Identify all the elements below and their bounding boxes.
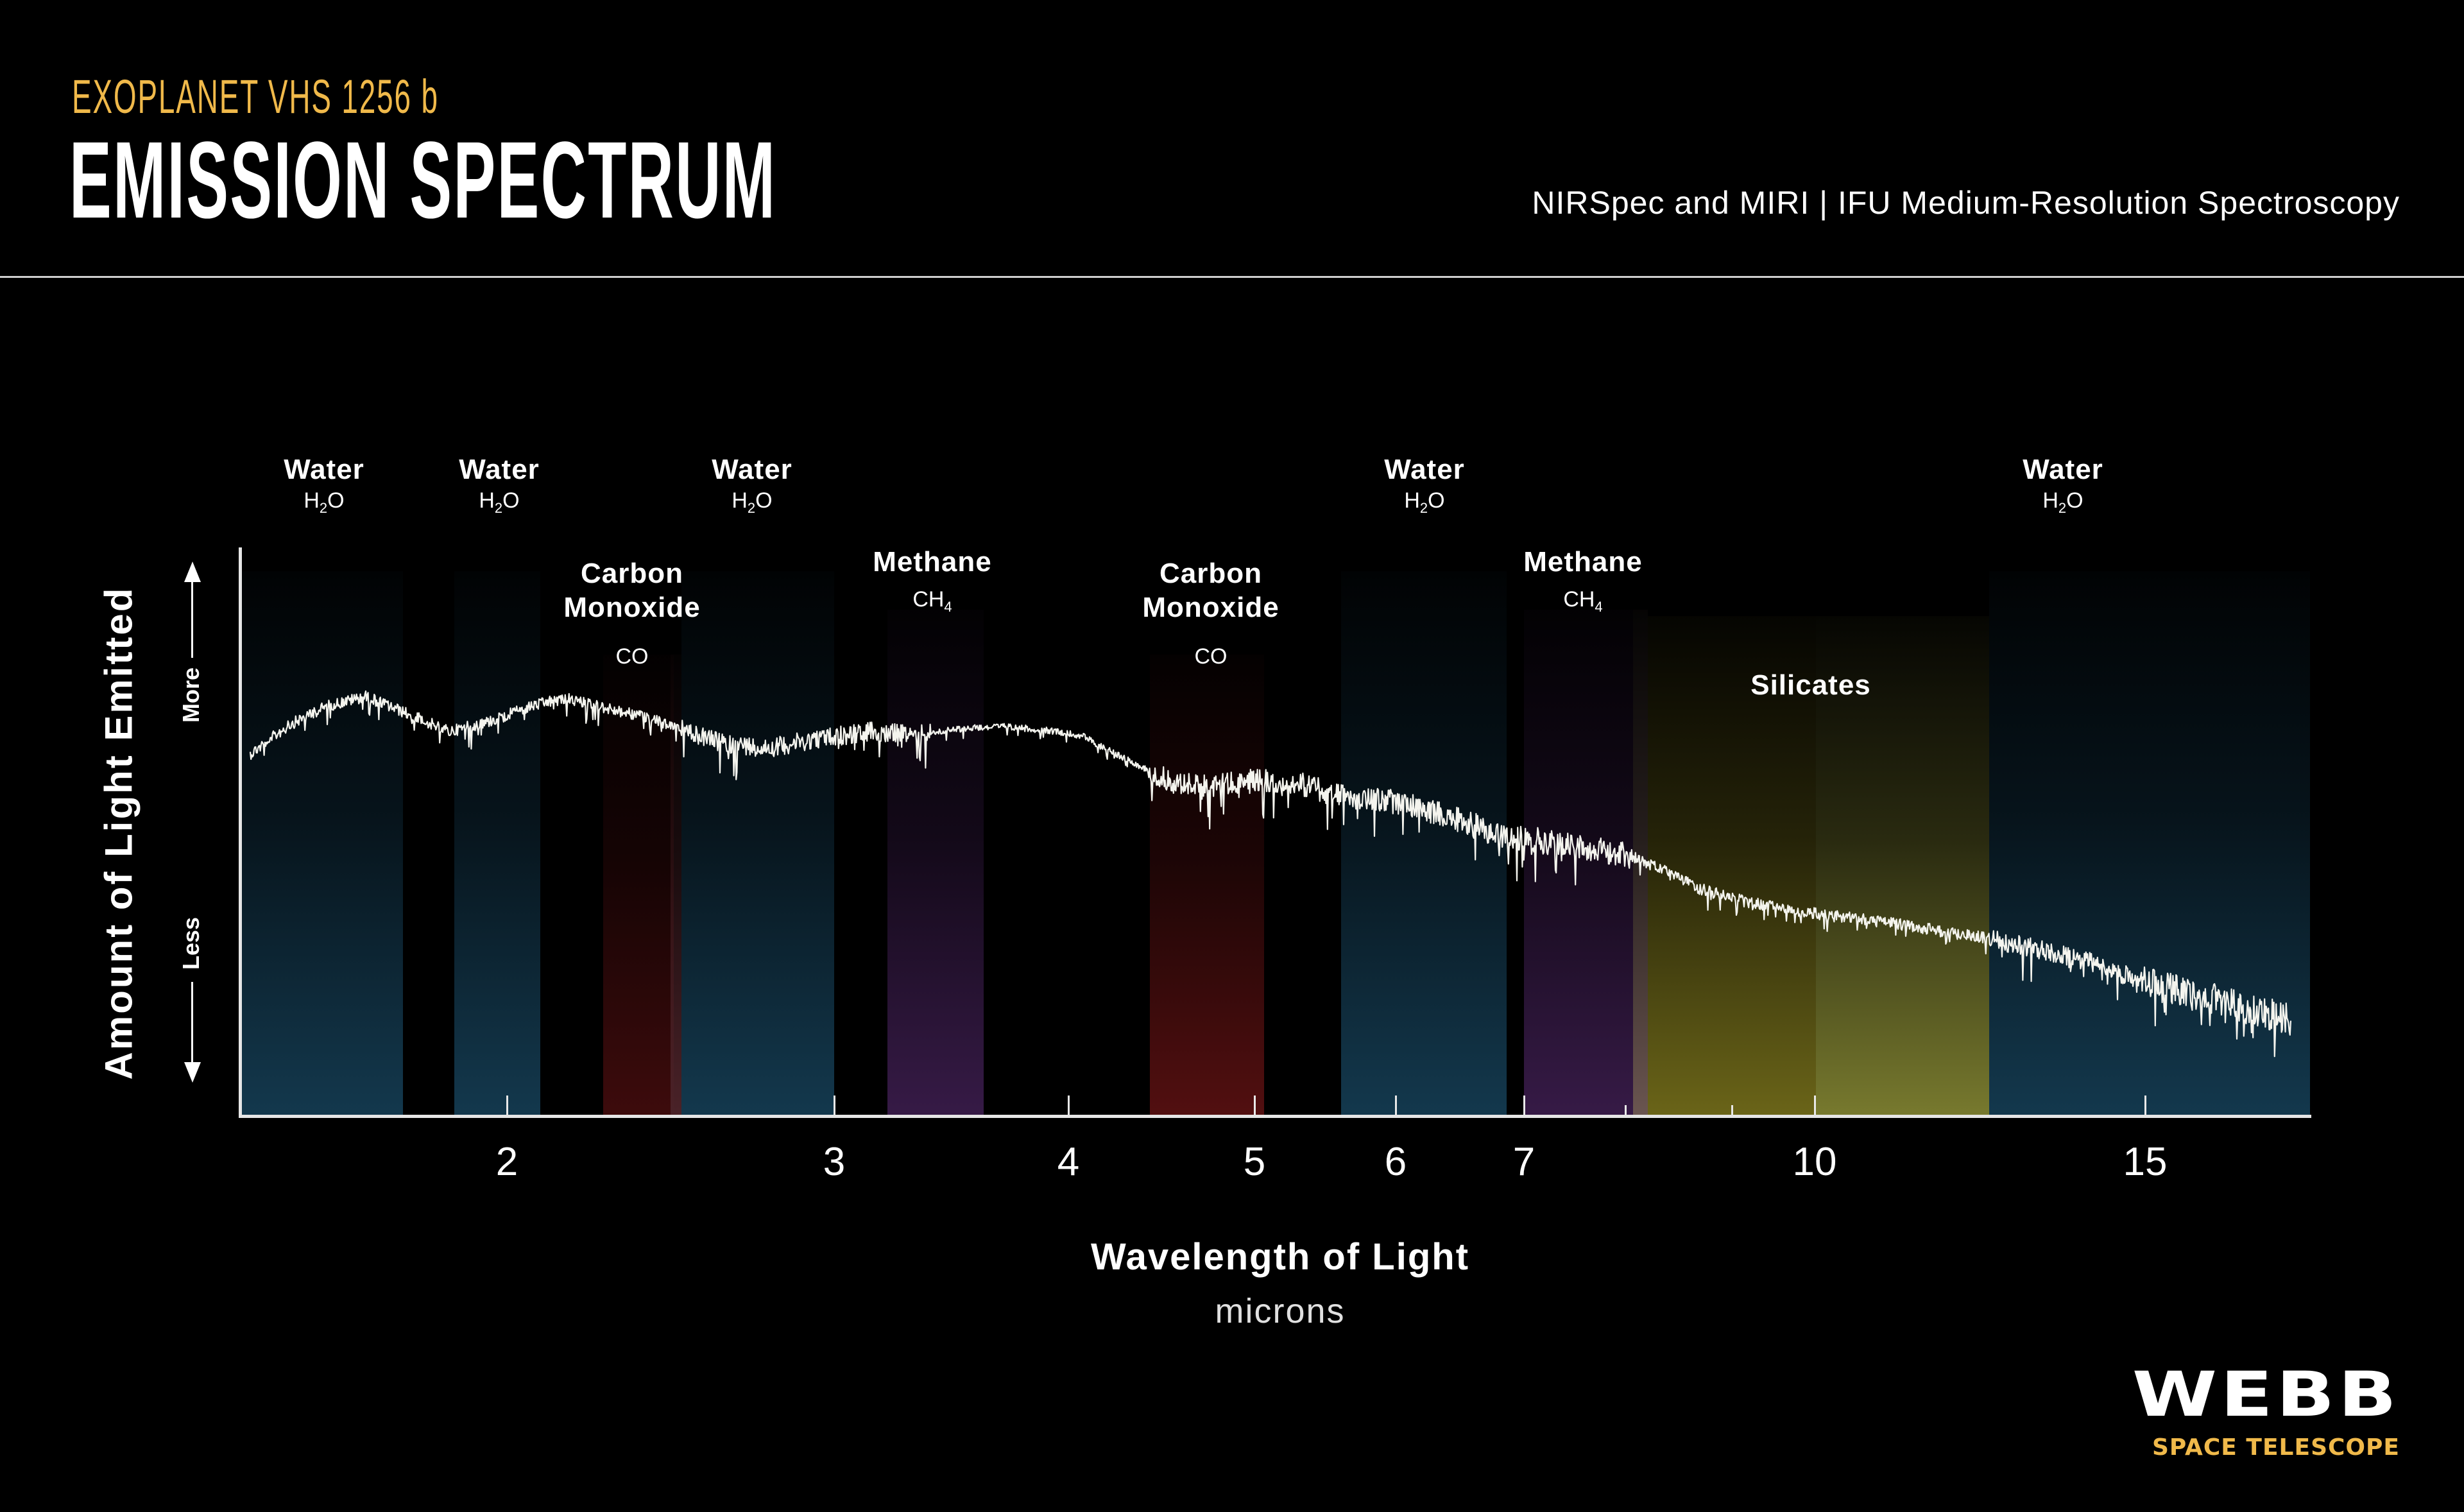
x-tick [506,1095,508,1115]
molecule-formula: CO [1194,644,1228,669]
band-water4 [1341,571,1507,1115]
molecule-label: Silicates [1750,669,1871,701]
x-tick-label: 3 [823,1140,846,1184]
molecule-label: Water [712,454,792,485]
molecule-label: Methane [873,546,992,578]
molecule-label: Methane [1523,546,1643,578]
arrow-down-shaft [191,982,193,1065]
band-water3 [681,571,834,1115]
header-divider [0,276,2464,278]
molecule-label: Carbon Monoxide [563,558,701,623]
band-co1b [671,655,681,1115]
molecule-formula: H2O [732,488,773,516]
chart-subtitle: EXOPLANET VHS 1256 b [72,70,439,123]
band-water5 [1989,571,2310,1115]
x-tick-label: 6 [1384,1140,1407,1184]
x-tick [1523,1095,1525,1115]
arrow-up-shaft [191,581,193,658]
y-axis-label: Amount of Light Emitted [97,586,141,1080]
band-methane1 [887,610,984,1115]
x-tick-label: 10 [1792,1140,1837,1184]
molecule-formula: H2O [2042,488,2083,516]
arrow-down-icon [184,1062,201,1083]
molecule-formula: CH4 [1563,587,1603,615]
y-axis-line [239,547,242,1118]
molecule-formula: CO [615,644,649,669]
molecule-formula: H2O [479,488,520,516]
x-tick [1254,1095,1256,1115]
x-axis-label: Wavelength of Light [1090,1236,1470,1278]
band-co2 [1150,655,1264,1115]
x-tick-label: 7 [1512,1140,1536,1184]
webb-logo: WEBB SPACE TELESCOPE [2132,1364,2400,1461]
y-less-label: Less [178,916,204,970]
molecule-label: Carbon Monoxide [1142,558,1279,623]
molecule-label: Water [2023,454,2103,485]
x-axis-units: microns [1215,1292,1346,1330]
band-sil1 [1648,616,1816,1115]
x-tick [1814,1095,1816,1115]
molecule-formula: H2O [304,488,345,516]
molecule-formula: H2O [1404,488,1445,516]
x-tick-label: 2 [495,1140,518,1184]
molecule-label: Water [284,454,364,485]
instrument-caption: NIRSpec and MIRI | IFU Medium-Resolution… [1532,185,2400,221]
y-more-label: More [178,667,204,723]
x-tick-label: 5 [1243,1140,1266,1184]
arrow-up-icon [184,562,201,582]
x-tick [1395,1095,1397,1115]
molecule-label: Water [459,454,540,485]
band-water2 [454,571,540,1115]
x-tick [834,1095,835,1115]
spectrum-path [249,690,2292,1058]
x-tick-label: 15 [2123,1140,2168,1184]
x-minor-tick [1731,1105,1733,1115]
molecule-label: Water [1384,454,1465,485]
molecule-formula: CH4 [912,587,952,615]
x-tick [1068,1095,1070,1115]
x-axis-line [239,1115,2311,1118]
x-tick [2144,1095,2146,1115]
logo-subtitle: SPACE TELESCOPE [2152,1434,2400,1461]
chart-title: EMISSION SPECTRUM [69,119,777,241]
x-minor-tick [1625,1105,1627,1115]
logo-wordmark: WEBB [2132,1359,2400,1430]
x-tick-label: 4 [1057,1140,1080,1184]
band-sil2 [1816,616,1989,1115]
band-water1 [242,571,403,1115]
